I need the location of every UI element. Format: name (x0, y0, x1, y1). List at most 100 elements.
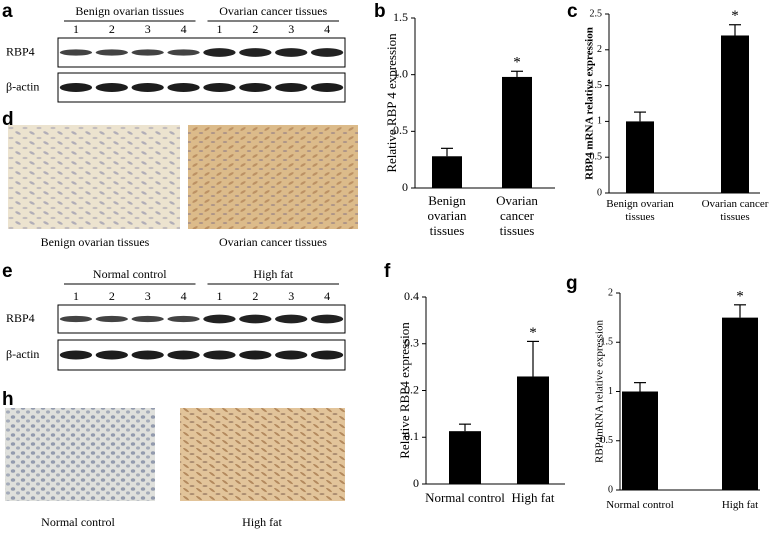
panel-label: b (374, 1, 386, 22)
x-tick-label: High fat (511, 490, 555, 505)
blot-band (167, 350, 200, 360)
x-tick-label: Benign ovarian tissues (606, 198, 674, 223)
x-tick-label: Normal control (606, 499, 674, 511)
blot-band (95, 49, 128, 56)
y-tick-label: 1.5 (393, 10, 408, 24)
lane-number: 2 (252, 22, 258, 36)
y-axis-label: RBP4mRNA relative expression (594, 320, 606, 463)
micrograph-caption: Benign ovarian tissues (41, 235, 150, 249)
blot-band (131, 315, 164, 323)
micrograph (8, 125, 180, 229)
lane-number: 4 (324, 289, 330, 303)
blot-band (275, 48, 308, 57)
lane-number: 3 (288, 289, 294, 303)
y-tick-label: 1.5 (590, 80, 603, 91)
bar (517, 376, 549, 484)
blot-band (203, 48, 236, 57)
x-tick-label: High fat (721, 499, 759, 511)
x-tick-label: Benign ovarian tissues (427, 193, 467, 238)
blot-band (167, 49, 200, 56)
blot-band (59, 83, 93, 92)
lane-number: 4 (181, 289, 187, 303)
blot-row-label: RBP4 (6, 44, 35, 58)
blot-band (275, 350, 308, 360)
blot-frame (57, 304, 346, 334)
y-tick-label: 0.1 (404, 429, 419, 443)
micrograph-caption: Normal control (41, 515, 115, 529)
lane-number: 1 (73, 22, 79, 36)
x-tick-label: Ovarian cancer tissues (496, 193, 538, 238)
lane-number: 2 (109, 22, 115, 36)
micrograph (188, 125, 358, 229)
blot-band (167, 83, 200, 92)
significance-label: * (513, 55, 521, 71)
y-tick-label: 0.5 (393, 123, 408, 137)
micrograph-caption: High fat (242, 515, 282, 529)
bar (721, 35, 749, 194)
y-tick-label: 0 (402, 180, 408, 194)
panel-label: d (2, 109, 14, 130)
blot-band (203, 83, 236, 92)
significance-label: * (731, 8, 739, 24)
blot-group-label: Benign ovarian tissues (75, 4, 184, 18)
bar (626, 121, 654, 193)
blot-row-label: β-actin (6, 347, 39, 361)
blot-group-label: Normal control (93, 267, 167, 281)
micrograph-caption: Ovarian cancer tissues (219, 235, 327, 249)
blot-band (310, 48, 344, 57)
blot-row-label: β-actin (6, 79, 39, 93)
panel-label: h (2, 389, 14, 410)
lane-number: 3 (145, 22, 151, 36)
blot-band (59, 350, 93, 360)
blot-band (167, 315, 200, 323)
y-tick-label: 1 (597, 116, 602, 127)
y-tick-label: 1 (608, 386, 613, 397)
bar (449, 431, 481, 484)
bar (432, 156, 462, 188)
lane-number: 3 (145, 289, 151, 303)
significance-label: * (736, 288, 744, 304)
blot-band (95, 315, 128, 323)
y-axis-label: Relative RBP4 expression (397, 322, 412, 459)
blot-frame (57, 37, 346, 68)
y-tick-label: 0.5 (601, 435, 614, 446)
y-tick-label: 0.5 (590, 151, 603, 162)
lane-number: 1 (216, 22, 222, 36)
blot-band (310, 350, 344, 360)
blot-band (310, 314, 344, 324)
blot-band (239, 314, 272, 324)
bar (502, 76, 532, 188)
blot-band (203, 314, 236, 324)
y-tick-label: 2.5 (590, 8, 603, 19)
blot-band (203, 350, 236, 360)
blot-frame (57, 72, 346, 103)
blot-band (131, 83, 164, 92)
blot-row-label: RBP4 (6, 311, 35, 325)
y-tick-label: 2 (608, 287, 613, 298)
y-tick-label: 1.0 (393, 66, 408, 80)
y-tick-label: 0 (413, 476, 419, 490)
lane-number: 3 (288, 22, 294, 36)
y-tick-label: 0 (597, 187, 602, 198)
lane-number: 1 (73, 289, 79, 303)
blot-band (239, 350, 272, 360)
lane-number: 4 (181, 22, 187, 36)
panel-label: c (567, 1, 578, 22)
blot-band (131, 350, 164, 360)
micrograph (180, 408, 345, 501)
x-tick-label: Normal control (425, 490, 505, 505)
significance-label: * (529, 325, 537, 341)
lane-number: 1 (216, 289, 222, 303)
blot-band (310, 83, 344, 92)
panel-label: a (2, 1, 13, 22)
y-axis-label: RBP4 mRNA relative expression (584, 27, 596, 180)
blot-band (275, 314, 308, 324)
blot-band (131, 49, 164, 56)
lane-number: 2 (252, 289, 258, 303)
y-tick-label: 0.4 (404, 289, 419, 303)
panel-label: f (384, 261, 391, 282)
blot-band (275, 83, 308, 92)
y-tick-label: 0.2 (404, 382, 419, 396)
y-tick-label: 0 (608, 484, 613, 495)
